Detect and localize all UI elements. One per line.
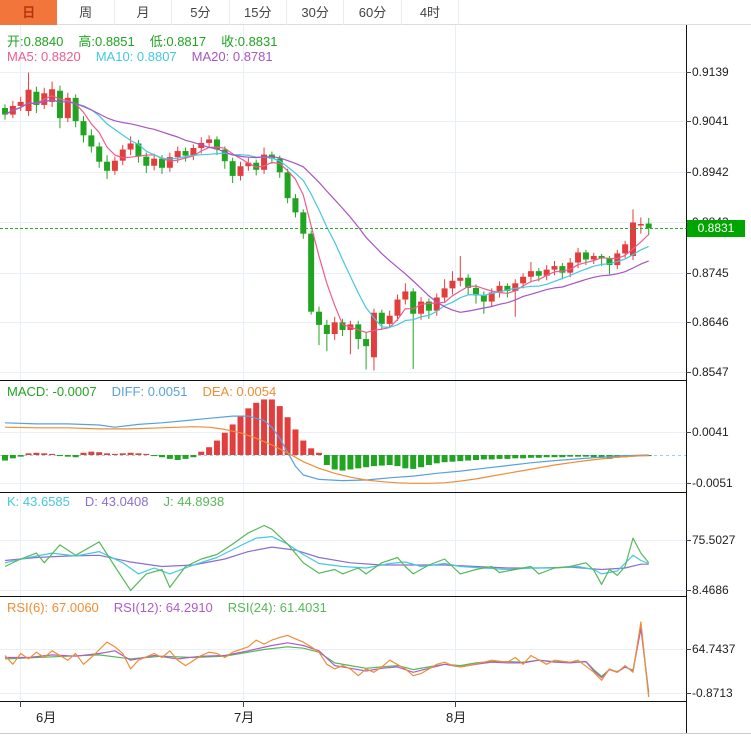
y-axis-kdj-1: 8.4686	[692, 583, 729, 597]
y-axis-rsi-1: -0.8713	[692, 686, 733, 700]
tab-4hour[interactable]: 4时	[402, 0, 460, 25]
y-axis-main-1: 0.9041	[692, 114, 729, 128]
tab-30min[interactable]: 30分	[287, 0, 345, 25]
y-axis-main-6: 0.8547	[692, 365, 729, 379]
y-axis-macd-1: -0.0051	[692, 476, 733, 490]
rsi-rsi24: RSI(24): 61.4031	[227, 600, 327, 615]
tab-5min[interactable]: 5分	[172, 0, 230, 25]
tab-15min[interactable]: 15分	[230, 0, 287, 25]
x-axis-month-2: 8月	[446, 710, 467, 725]
ohlc-low: 低:0.8817	[149, 34, 207, 49]
macd-macd: MACD: -0.0007	[7, 384, 97, 399]
macd-diff: DIFF: 0.0051	[111, 384, 188, 399]
kdj-j: J: 44.8938	[163, 494, 225, 509]
timeframe-tab-bar: 日周月 5分 15分 30分 60分 4时	[0, 0, 751, 25]
kdj-k: K: 43.6585	[7, 494, 70, 509]
ohlc-high: 高:0.8851	[78, 34, 135, 49]
ma-ma10: MA10: 0.8807	[95, 49, 177, 64]
tab-60min[interactable]: 60分	[344, 0, 402, 25]
last-price-badge: 0.8831	[687, 220, 745, 237]
ohlc-close: 收:0.8831	[221, 34, 278, 49]
ma-ma5: MA5: 0.8820	[7, 49, 81, 64]
y-axis-rsi-0: 64.7437	[692, 642, 736, 656]
ohlc-open: 开:0.8840	[7, 34, 64, 49]
y-axis-main-5: 0.8646	[692, 315, 729, 329]
ohlc-row: 开:0.8840 高:0.8851 低:0.8817 收:0.8831	[7, 31, 293, 50]
y-axis-main-4: 0.8745	[692, 266, 729, 280]
tab-month[interactable]: 月	[115, 0, 173, 25]
tab-week[interactable]: 周	[57, 0, 115, 25]
y-axis-main-2: 0.8942	[692, 165, 729, 179]
kdj-d: D: 43.0408	[84, 494, 149, 509]
ma-ma20: MA20: 0.8781	[191, 49, 273, 64]
rsi-row: RSI(6): 67.0060 RSI(12): 64.2910 RSI(24): …	[7, 600, 342, 615]
rsi-rsi12: RSI(12): 64.2910	[113, 600, 213, 615]
y-axis-kdj-0: 75.5027	[692, 533, 736, 547]
x-axis-month-0: 6月	[36, 710, 57, 725]
x-axis-month-1: 7月	[234, 710, 255, 725]
y-axis-main-0: 0.9139	[692, 65, 729, 79]
y-axis-macd-0: 0.0041	[692, 425, 729, 439]
rsi-rsi6: RSI(6): 67.0060	[7, 600, 99, 615]
ma-row: MA5: 0.8820 MA10: 0.8807 MA20: 0.8781	[7, 49, 288, 64]
macd-row: MACD: -0.0007 DIFF: 0.0051 DEA: 0.0054	[7, 384, 291, 399]
kdj-row: K: 43.6585 D: 43.0408 J: 44.8938	[7, 494, 239, 509]
macd-dea: DEA: 0.0054	[202, 384, 277, 399]
tab-day[interactable]: 日	[0, 0, 58, 25]
